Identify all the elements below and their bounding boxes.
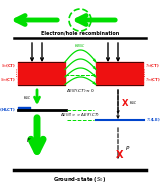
Text: X: X [122,98,128,108]
Text: $F$: $F$ [26,136,32,144]
Text: $K_{SC}$: $K_{SC}$ [23,94,31,102]
Text: Ground-state ($S_0$): Ground-state ($S_0$) [53,174,107,184]
Text: Electron/hole recombination: Electron/hole recombination [41,30,119,36]
Text: $P$: $P$ [125,144,131,152]
Text: $T_n$(CT): $T_n$(CT) [145,62,160,70]
Text: $S_n$(CT): $S_n$(CT) [1,62,16,70]
Text: X: X [116,150,124,160]
Text: $\Delta E_{S(T)} >> \Delta E_{ST}(CT)$: $\Delta E_{S(T)} >> \Delta E_{ST}(CT)$ [60,111,100,119]
Text: $T_1$(LE): $T_1$(LE) [146,116,160,124]
Text: $K_{SC}$: $K_{SC}$ [129,99,137,107]
Text: $S_m$(CT): $S_m$(CT) [0,76,16,84]
Text: $T_m$(CT): $T_m$(CT) [145,76,160,84]
Text: $S_2$(HLCT): $S_2$(HLCT) [0,106,16,114]
Text: $\Delta E_{ST}(CT) \approx 0$: $\Delta E_{ST}(CT) \approx 0$ [66,87,94,95]
Text: $K_{RISC}$: $K_{RISC}$ [74,42,86,50]
